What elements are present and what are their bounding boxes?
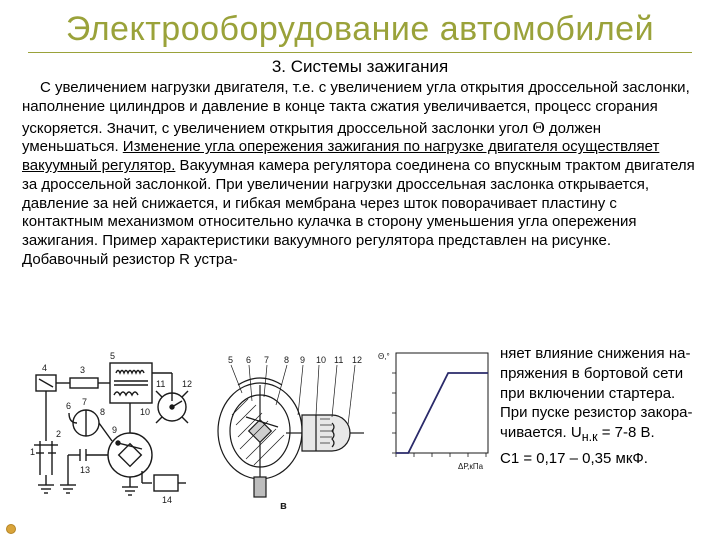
label-b-8: 8: [284, 355, 289, 365]
label-b-6: 6: [246, 355, 251, 365]
page-title: Электрооборудование автомобилей: [0, 10, 720, 48]
rc-l5: чивается. Uн.к = 7-8 В.: [500, 424, 702, 446]
theta-symbol: Θ: [532, 118, 544, 137]
rc-l3: при включении стартера.: [500, 385, 702, 404]
label-a-5: 5: [110, 351, 115, 361]
label-b-5: 5: [228, 355, 233, 365]
divider: [28, 52, 692, 53]
chart-x-label: ΔР,кПа: [458, 462, 484, 471]
resistor-symbol: R: [179, 251, 190, 268]
rc-l1: няет влияние снижения на-: [500, 345, 702, 364]
panel-label-b: в: [280, 500, 287, 512]
rc-c1: С1 = 0,17 – 0,35 мкФ.: [500, 450, 702, 469]
vacuum-chart: Θ,° ΔР,кПа: [374, 345, 494, 475]
chart-y-label: Θ,°: [378, 352, 390, 361]
slide-bullet-icon: [6, 524, 16, 534]
label-a-7: 7: [82, 397, 87, 407]
label-a-8: 8: [100, 407, 105, 417]
section-heading: 3. Системы зажигания: [0, 57, 720, 77]
label-a-14: 14: [162, 495, 172, 505]
rc-l5b: = 7-8 В.: [598, 424, 655, 441]
schematic-b: 5 6 7 8 9 10 11 12 в: [198, 345, 368, 515]
label-a-10: 10: [140, 407, 150, 417]
label-a-13: 13: [80, 465, 90, 475]
label-a-1: 1: [30, 447, 35, 457]
label-a-11: 11: [156, 379, 165, 389]
label-a-3: 3: [80, 365, 85, 375]
rc-sub: н.к: [582, 430, 598, 444]
label-a-9: 9: [112, 425, 117, 435]
right-column: няет влияние снижения на- пряжения в бор…: [494, 345, 720, 540]
label-b-7: 7: [264, 355, 269, 365]
rc-l5a: чивается.: [500, 424, 571, 441]
label-a-2: 2: [56, 429, 61, 439]
para-part4: устра-: [190, 251, 238, 268]
label-b-12: 12: [352, 355, 362, 365]
label-b-9: 9: [300, 355, 305, 365]
rc-l4: При пуске резистор закора-: [500, 404, 702, 423]
label-a-6: 6: [66, 401, 71, 411]
schematic-a: 1 2 3 4 5 6 7 8 9 10 11 12 13 14: [22, 345, 192, 515]
rc-l2: пряжения в бортовой сети: [500, 365, 702, 384]
figures-row: 1 2 3 4 5 6 7 8 9 10 11 12 13 14: [0, 345, 494, 540]
label-b-11: 11: [334, 355, 343, 365]
rc-u: U: [571, 424, 582, 441]
label-a-4: 4: [42, 363, 47, 373]
body-paragraph: С увеличением нагрузки двигателя, т.е. с…: [0, 79, 720, 270]
label-b-10: 10: [316, 355, 326, 365]
label-a-12: 12: [182, 379, 192, 389]
